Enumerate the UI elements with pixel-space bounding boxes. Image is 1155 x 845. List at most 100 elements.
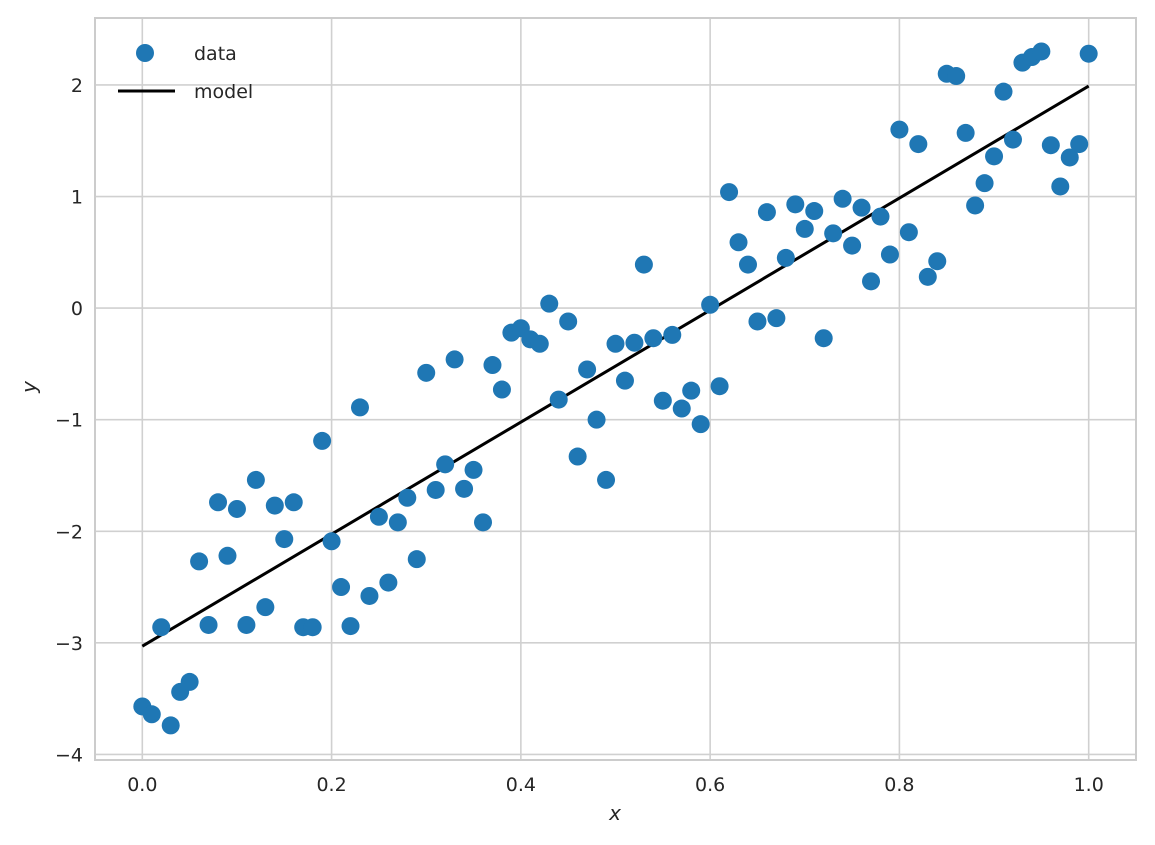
data-point [663, 325, 682, 344]
data-point [237, 615, 256, 634]
data-point [445, 350, 464, 369]
data-point [710, 377, 729, 396]
x-tick-label-3: 0.6 [695, 774, 725, 796]
data-point [369, 507, 388, 526]
y-tick-label-0: −4 [55, 744, 83, 766]
data-point [966, 196, 985, 215]
data-point [597, 470, 616, 489]
data-point [587, 410, 606, 429]
data-point [824, 224, 843, 243]
data-point [407, 550, 426, 569]
data-point [606, 334, 625, 353]
legend: data model [118, 43, 253, 103]
data-point [199, 615, 218, 634]
data-point [455, 479, 474, 498]
data-point [738, 255, 757, 274]
data-point [985, 147, 1004, 166]
data-point [152, 618, 171, 637]
data-point [341, 617, 360, 636]
data-point [492, 380, 511, 399]
data-point [161, 716, 180, 735]
x-tick-label-4: 0.8 [884, 774, 914, 796]
data-point [814, 329, 833, 348]
data-point [227, 499, 246, 518]
y-tick-label-1: −3 [55, 633, 83, 655]
data-point [1051, 177, 1070, 196]
data-point [559, 312, 578, 331]
data-point [634, 255, 653, 274]
data-point [947, 67, 966, 86]
data-point [313, 431, 332, 450]
data-point [417, 363, 436, 382]
data-point [209, 493, 228, 512]
data-point [578, 360, 597, 379]
data-point [956, 123, 975, 142]
data-point [748, 312, 767, 331]
data-point [1060, 148, 1079, 167]
data-point [729, 233, 748, 252]
data-point [805, 202, 824, 221]
data-point [218, 546, 237, 565]
scatter-points [133, 42, 1098, 735]
data-point [757, 203, 776, 222]
data-point [360, 586, 379, 605]
y-tick-label-2: −2 [55, 521, 83, 543]
data-point [142, 705, 161, 724]
data-point [303, 618, 322, 637]
legend-label-data: data [194, 43, 237, 65]
y-tick-label-6: 2 [71, 75, 83, 97]
y-tick-label-4: 0 [71, 298, 83, 320]
data-point [682, 381, 701, 400]
data-point [795, 219, 814, 238]
model-line [141, 84, 1090, 648]
y-axis-label: y [17, 380, 41, 394]
data-point [284, 493, 303, 512]
plot-area [95, 18, 1136, 760]
data-point [246, 470, 265, 489]
data-point [426, 480, 445, 499]
y-tick-label-5: 1 [71, 187, 83, 209]
data-point [1003, 130, 1022, 149]
data-point [994, 82, 1013, 101]
data-point [436, 455, 455, 474]
data-point [928, 252, 947, 271]
x-tick-label-1: 0.2 [316, 774, 346, 796]
data-point [833, 189, 852, 208]
data-point [1070, 135, 1089, 154]
data-point [672, 399, 691, 418]
data-point [776, 248, 795, 267]
data-point [332, 578, 351, 597]
data-point [265, 496, 284, 515]
data-point [540, 294, 559, 313]
data-point [786, 195, 805, 214]
data-point [871, 207, 890, 226]
data-point [909, 135, 928, 154]
data-point [530, 334, 549, 353]
data-point [701, 295, 720, 314]
data-point [275, 530, 294, 549]
data-point [1079, 44, 1098, 63]
legend-marker-data [136, 44, 154, 62]
x-tick-label-2: 0.4 [506, 774, 536, 796]
data-point [474, 513, 493, 532]
data-point [644, 329, 663, 348]
legend-label-model: model [194, 81, 253, 103]
grid [95, 18, 1136, 760]
data-point [975, 174, 994, 193]
data-point [568, 447, 587, 466]
data-point [720, 183, 739, 202]
data-point [890, 120, 909, 139]
data-point [388, 513, 407, 532]
data-point [862, 272, 881, 291]
data-point [190, 552, 209, 571]
data-point [180, 672, 199, 691]
data-point [691, 415, 710, 434]
data-point [625, 333, 644, 352]
data-point [379, 573, 398, 592]
data-point [653, 391, 672, 410]
y-tick-labels: −4 −3 −2 −1 0 1 2 [55, 75, 83, 766]
data-point [256, 598, 275, 617]
data-point [852, 198, 871, 217]
data-point [483, 356, 502, 375]
